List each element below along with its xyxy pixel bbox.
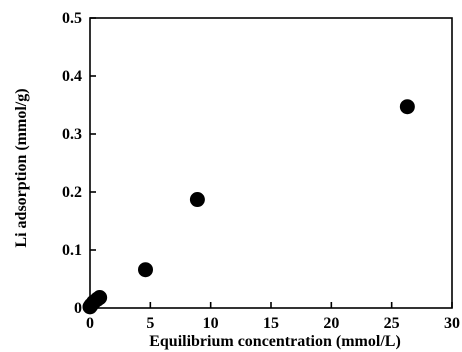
y-tick-label: 0 xyxy=(74,300,82,317)
data-point xyxy=(399,99,415,115)
data-point xyxy=(189,192,205,208)
y-axis-label: Li adsorption (mmol/g) xyxy=(13,88,30,247)
y-tick-label: 0.1 xyxy=(62,242,82,259)
y-tick-label: 0.2 xyxy=(62,184,82,201)
x-tick-label: 5 xyxy=(146,315,154,332)
data-point xyxy=(138,262,154,278)
y-tick-label: 0.3 xyxy=(62,126,82,143)
x-tick-label: 30 xyxy=(444,315,460,332)
x-axis-label: Equilibrium concentration (mmol/L) xyxy=(149,333,401,350)
x-tick-label: 25 xyxy=(384,315,400,332)
x-tick-label: 15 xyxy=(263,315,279,332)
x-tick-label: 0 xyxy=(86,315,94,332)
y-tick-label: 0.4 xyxy=(62,68,82,85)
y-tick-label: 0.5 xyxy=(62,10,82,27)
x-tick-label: 10 xyxy=(203,315,219,332)
data-point xyxy=(92,290,108,306)
x-tick-label: 20 xyxy=(323,315,339,332)
